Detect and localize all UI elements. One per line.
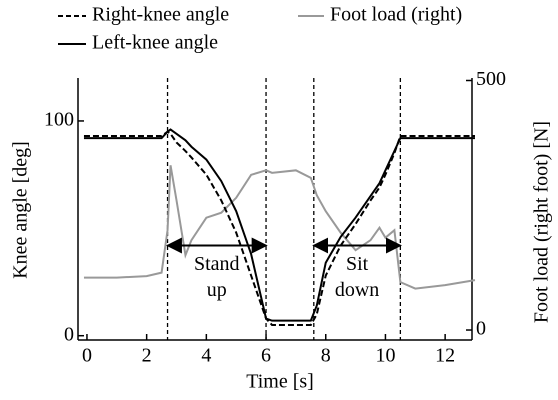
y2-tick-label: 0 [476,318,486,340]
x-tick-label: 12 [435,345,455,367]
legend-label: Foot load (right) [330,4,462,26]
x-tick-label: 0 [82,345,92,367]
y2-tick-label: 500 [476,68,506,90]
line-series [83,165,476,290]
x-axis-label: Time [s] [246,371,314,393]
annotation-text: up [207,279,227,301]
y-tick-label: 0 [64,323,74,345]
annotation-text: down [335,279,379,301]
x-tick-label: 2 [142,345,152,367]
y-tick-label: 100 [44,109,74,131]
x-tick-label: 10 [375,345,395,367]
x-tick-label: 6 [261,345,271,367]
y2-axis-label: Foot load (right foot) [N] [531,121,553,323]
legend-label: Left-knee angle [92,32,218,54]
annotation-text: Stand [194,253,240,275]
x-tick-label: 8 [321,345,331,367]
x-tick-label: 4 [201,345,211,367]
line-series [83,130,475,326]
line-series [83,128,475,322]
legend-label: Right-knee angle [92,4,229,26]
y-axis-label: Knee angle [deg] [10,141,32,279]
annotation-text: Sit [346,253,369,275]
